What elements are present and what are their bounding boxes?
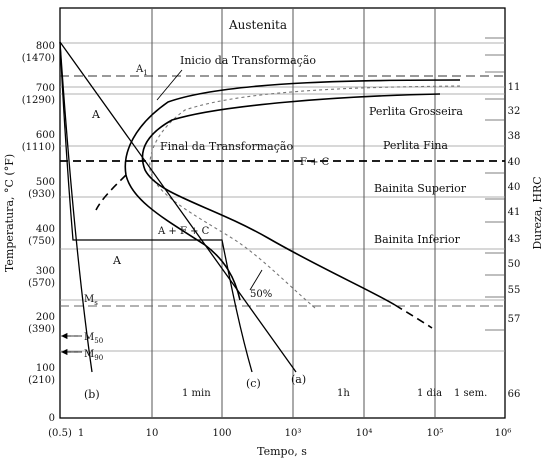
m-arrows (61, 332, 82, 356)
hrc-tick-8: 55 (508, 285, 521, 296)
y-tick-400: 400 (36, 224, 55, 235)
y-tick-800-f: (1470) (22, 53, 55, 64)
hrc-tick-10: 66 (508, 389, 521, 400)
label-50pct: 50% (250, 289, 272, 300)
time-gridlines (151, 8, 436, 418)
label-bainita-inferior: Bainita Inferior (374, 233, 461, 246)
x-tick-5: 10⁴ (356, 428, 373, 439)
y-tick-800: 800 (36, 41, 55, 52)
label-ms: Ms (84, 294, 98, 307)
x-tick-4: 10³ (285, 428, 302, 439)
start-curve-lower-dash (95, 174, 127, 211)
y-tick-700: 700 (36, 83, 55, 94)
hardness-ticks: 11 32 38 40 40 41 43 50 55 57 66 (508, 82, 521, 400)
x-tick-3: 100 (212, 428, 231, 439)
hrc-tick-9: 57 (508, 314, 521, 325)
label-1h: 1h (337, 388, 350, 399)
x-tick-7: 10⁶ (495, 428, 512, 439)
y-tick-200-f: (390) (28, 324, 55, 335)
y-tick-300-f: (570) (28, 278, 55, 289)
right-axis-title: Dureza, HRC (531, 176, 544, 249)
start-transformation-curve (124, 79, 461, 301)
y-tick-100: 100 (36, 363, 55, 374)
label-a-lower: A (112, 254, 122, 267)
label-m50-sub: 50 (94, 337, 103, 345)
y-tick-500: 500 (36, 177, 55, 188)
label-a-upper: A (91, 108, 101, 121)
hrc-tick-1: 32 (508, 106, 521, 117)
label-1min: 1 min (182, 388, 211, 399)
label-curve-c: (c) (246, 377, 261, 390)
y-tick-100-f: (210) (28, 375, 55, 386)
fifty-percent-curve (149, 85, 461, 309)
hrc-tick-0: 11 (508, 82, 521, 93)
y-axis-title: Temperatura, °C (°F) (3, 154, 16, 272)
label-m90: M90 (84, 349, 103, 362)
x-tick-1: 1 (78, 428, 84, 439)
x-tick-2: 10 (146, 428, 159, 439)
y-axis-ticks: 800 (1470) 700 (1290) 600 (1110) 500 (93… (22, 41, 55, 424)
cooling-curve-b (59, 41, 93, 373)
end-curve-dashed-tail (394, 304, 433, 329)
y-tick-500-f: (930) (28, 189, 55, 200)
label-a1-sub: 1 (143, 69, 147, 77)
label-m90-main: M (84, 349, 94, 360)
cooling-curve-c (59, 41, 253, 373)
label-a1-main: A (135, 64, 144, 75)
temperature-gridlines (60, 42, 505, 352)
label-fc: F + C (300, 157, 330, 168)
hrc-tick-5: 41 (508, 207, 521, 218)
label-inicio: Inicio da Transformação (180, 54, 316, 67)
label-m90-sub: 90 (94, 354, 103, 362)
cooling-curve-a (59, 41, 297, 373)
plot-frame (59, 7, 506, 419)
label-1dia: 1 dia (417, 388, 442, 399)
label-curve-b: (b) (84, 388, 100, 401)
label-ms-sub: s (94, 299, 98, 307)
label-austenita: Austenita (228, 18, 287, 32)
label-final: Final da Transformação (160, 140, 293, 153)
x-axis-title: Tempo, s (257, 445, 307, 458)
label-perlita-grosseira: Perlita Grosseira (369, 105, 463, 118)
label-m50-main: M (84, 332, 94, 343)
y-tick-200: 200 (36, 312, 55, 323)
x-tick-0: (0.5) (48, 428, 72, 439)
label-1sem: 1 sem. (454, 388, 487, 399)
y-tick-600: 600 (36, 130, 55, 141)
hrc-tick-7: 50 (508, 259, 521, 270)
y-tick-0: 0 (49, 413, 55, 424)
label-afc: A + F + C (157, 226, 210, 237)
hrc-tick-6: 43 (508, 234, 521, 245)
inicio-leader (156, 69, 183, 101)
end-transformation-curve (141, 93, 441, 306)
label-a1: A1 (135, 64, 148, 77)
label-ms-main: M (84, 294, 94, 305)
hrc-tick-3: 40 (508, 157, 521, 168)
y-tick-700-f: (1290) (22, 95, 55, 106)
x-axis-ticks: (0.5) 1 10 100 10³ 10⁴ 10⁵ 10⁶ (48, 428, 511, 439)
label-perlita-fina: Perlita Fina (383, 139, 448, 152)
region-labels: Austenita A1 Inicio da Transformação A F… (84, 18, 487, 401)
pct50-leader (249, 269, 263, 291)
hrc-tick-2: 38 (508, 131, 521, 142)
hardness-tick-marks (485, 37, 505, 331)
hrc-tick-4: 40 (508, 182, 521, 193)
x-tick-6: 10⁵ (427, 428, 444, 439)
y-tick-600-f: (1110) (22, 142, 55, 153)
y-tick-400-f: (750) (28, 236, 55, 247)
y-tick-300: 300 (36, 266, 55, 277)
label-bainita-superior: Bainita Superior (374, 182, 467, 195)
label-m50: M50 (84, 332, 103, 345)
label-curve-a: (a) (291, 373, 306, 386)
